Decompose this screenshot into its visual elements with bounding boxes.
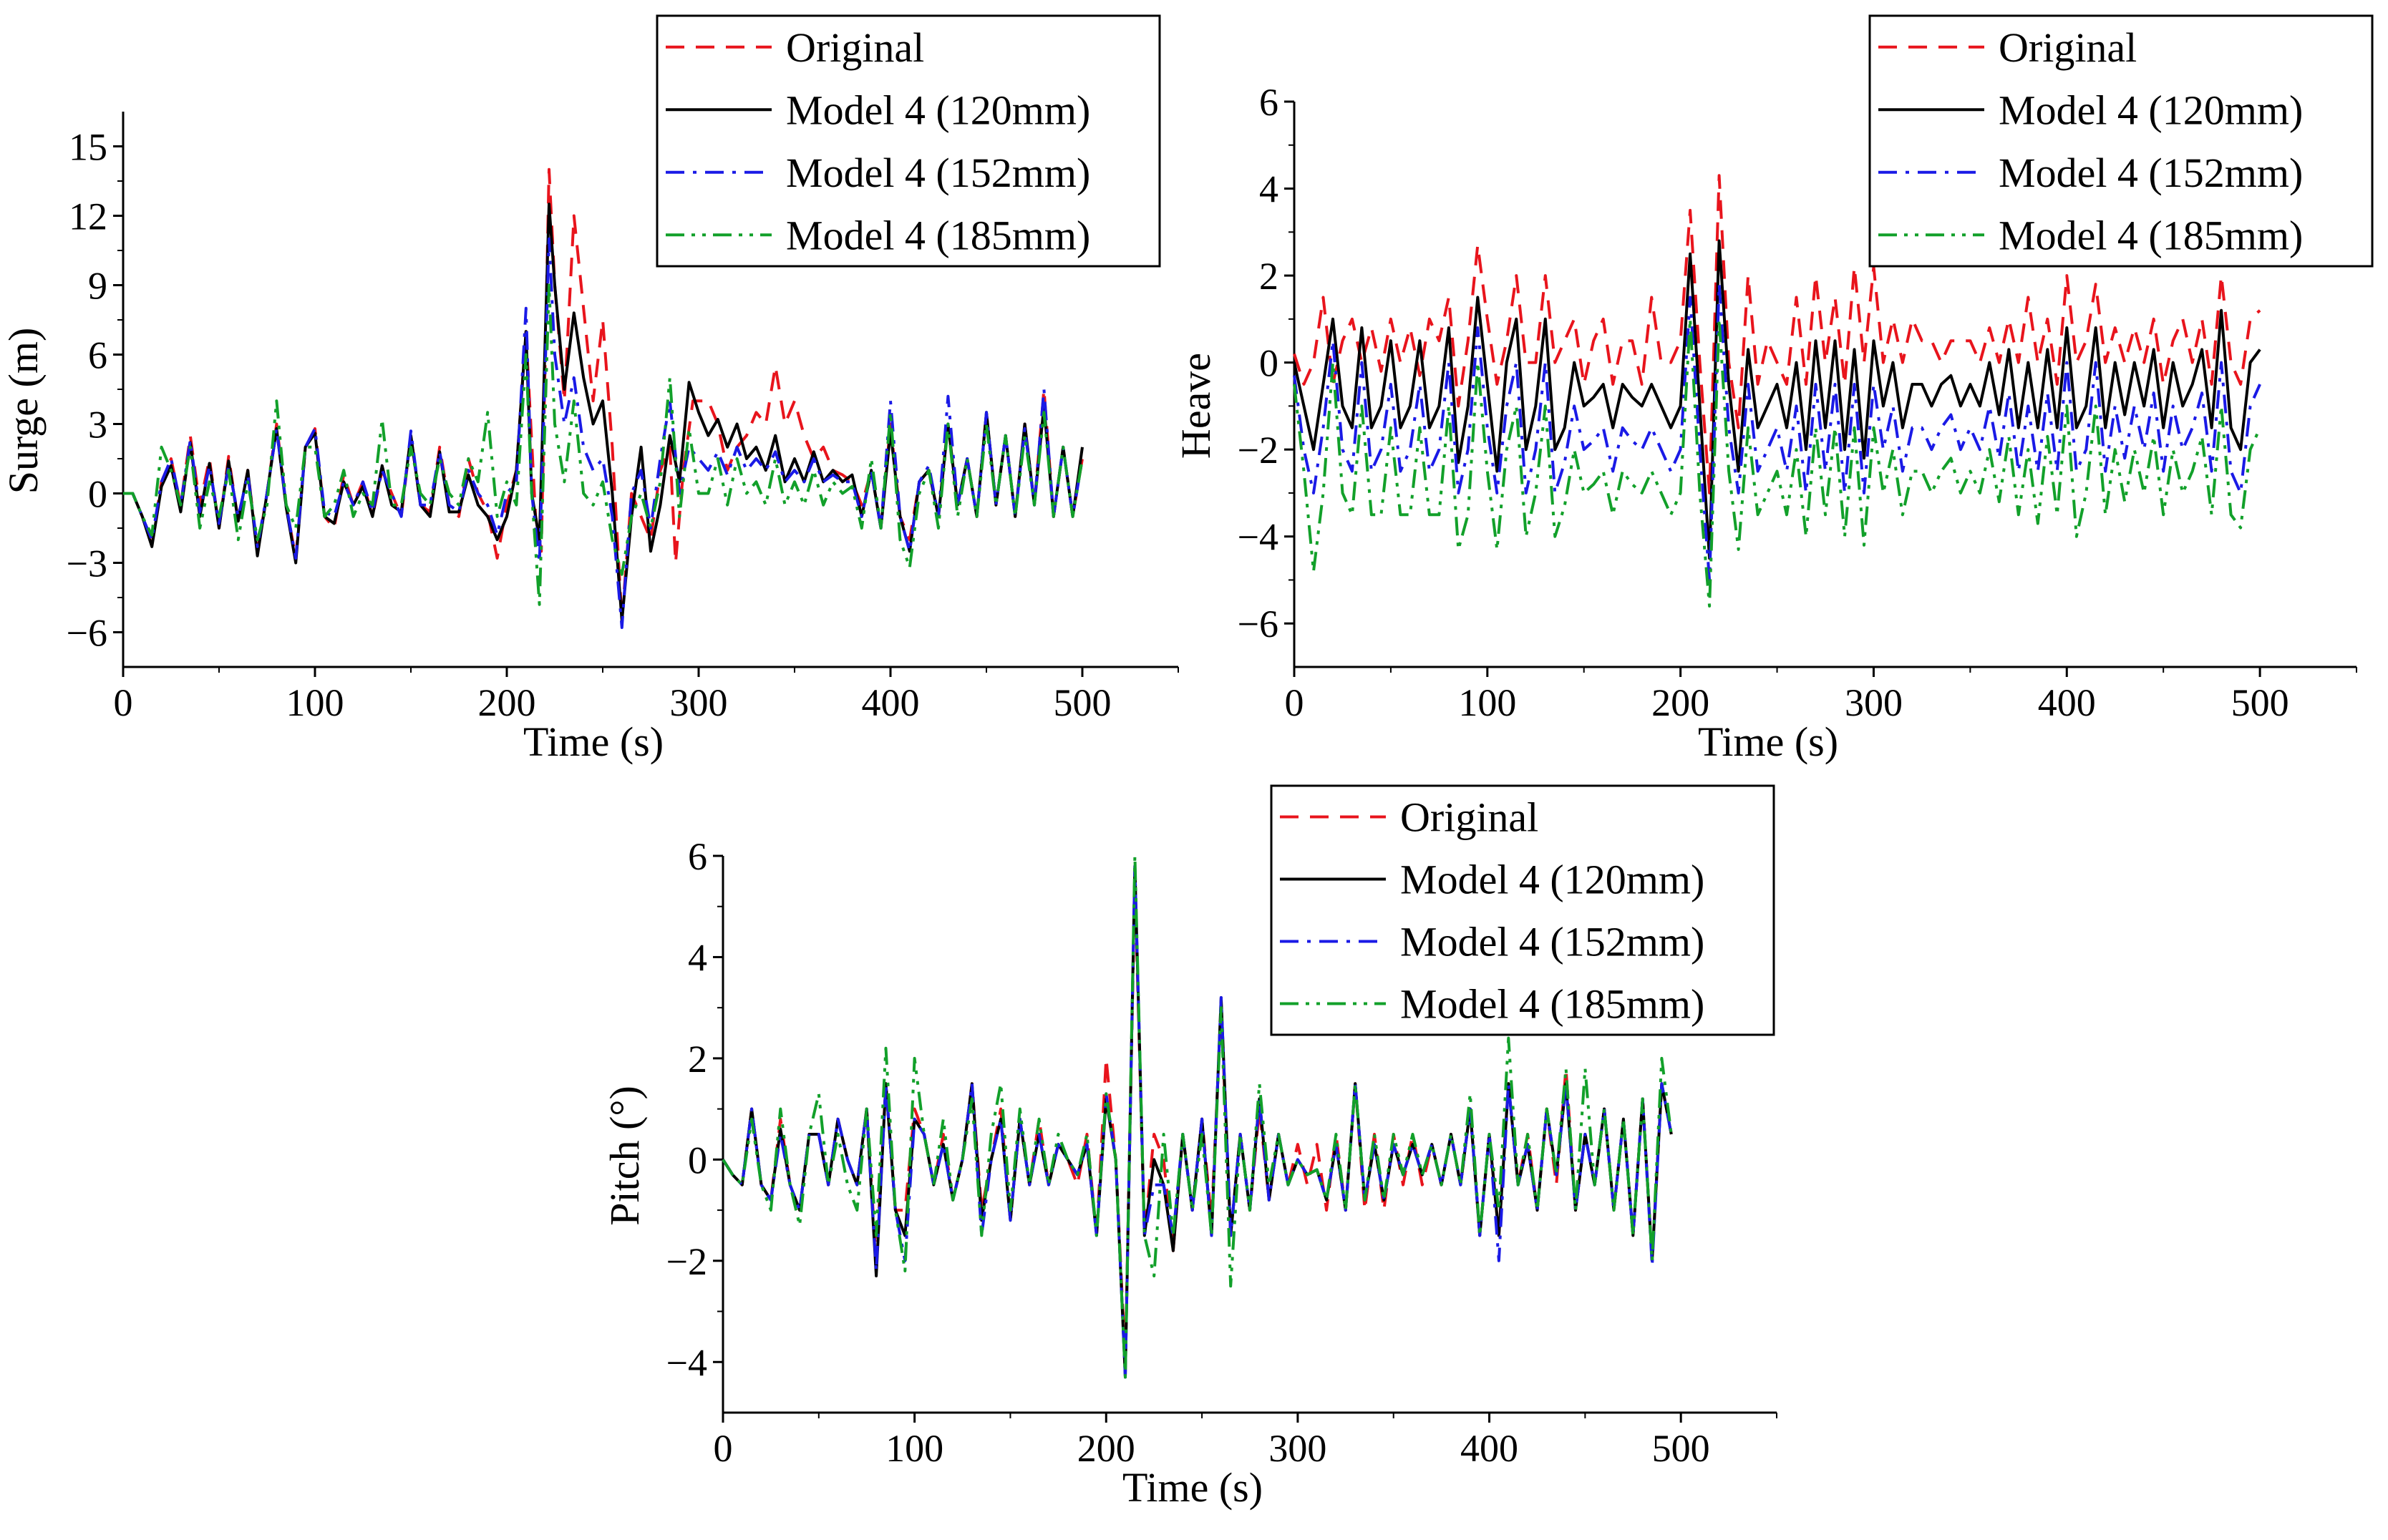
- legend-label-model-4-185mm: Model 4 (185mm): [1999, 212, 2303, 258]
- x-tick-label: 400: [862, 681, 920, 724]
- y-tick-label: 6: [688, 835, 707, 878]
- x-tick-label: 100: [885, 1427, 943, 1470]
- legend-label-model-4-152mm: Model 4 (152mm): [1999, 150, 2303, 196]
- legend-box: [656, 14, 1161, 268]
- legend-label-model-4-152mm: Model 4 (152mm): [1400, 919, 1704, 965]
- x-tick-label: 200: [478, 681, 536, 724]
- y-tick-label: 15: [69, 126, 107, 169]
- x-tick-label: 400: [1460, 1427, 1518, 1470]
- legend-box: [1270, 784, 1775, 1036]
- y-tick-label: −2: [1238, 429, 1278, 472]
- x-axis-label: Time (s): [1122, 1464, 1263, 1511]
- y-tick-label: −4: [1238, 516, 1278, 559]
- y-tick-label: 0: [1259, 342, 1278, 385]
- legend-label-original: Original: [1999, 24, 2137, 71]
- x-tick-label: 500: [1652, 1427, 1710, 1470]
- series-line-model-4-152mm: [1293, 283, 2261, 582]
- x-axis-label: Time (s): [1698, 718, 1838, 765]
- legend-label-original: Original: [786, 24, 924, 71]
- y-tick-label: −3: [67, 542, 107, 585]
- x-tick-label: 100: [1458, 681, 1516, 724]
- y-tick-label: 2: [1259, 255, 1278, 298]
- series-line-model-4-185mm: [722, 854, 1673, 1379]
- y-tick-label: 2: [688, 1038, 707, 1081]
- x-axis-label: Time (s): [523, 718, 664, 765]
- legend-label-model-4-185mm: Model 4 (185mm): [1400, 981, 1704, 1028]
- x-tick-label: 500: [1054, 681, 1112, 724]
- legend-label-model-4-120mm: Model 4 (120mm): [786, 87, 1090, 133]
- y-tick-label: −6: [1238, 603, 1278, 645]
- y-tick-label: −4: [666, 1341, 707, 1384]
- series-line-model-4-185mm: [1293, 317, 2261, 608]
- y-tick-label: −6: [67, 612, 107, 655]
- x-tick-label: 0: [714, 1427, 733, 1470]
- surge-chart: 0 100 200 300 400 500 −6 −3 0 3 6 9 12 15 Time (s) Surg…: [0, 14, 1179, 765]
- heave-chart: 0 100 200 300 400 500 −6 −4 −2 0 2 4 6 Time (s) Heave O…: [1173, 14, 2374, 765]
- series-line-model-4-152mm: [722, 864, 1673, 1379]
- y-tick-label: 6: [88, 334, 107, 377]
- y-axis-label: Pitch (°): [601, 1086, 648, 1226]
- y-tick-label: 4: [1259, 168, 1278, 211]
- pitch-chart: 0 100 200 300 400 500 −4 −2 0 2 4 6 Time (s) Pitch (°…: [601, 784, 1777, 1511]
- x-tick-label: 100: [286, 681, 344, 724]
- legend-label-model-4-185mm: Model 4 (185mm): [786, 212, 1090, 258]
- y-tick-label: 9: [88, 265, 107, 308]
- y-tick-label: 12: [69, 195, 107, 238]
- legend-label-original: Original: [1400, 794, 1538, 841]
- y-tick-label: 3: [88, 404, 107, 447]
- legend-label-model-4-120mm: Model 4 (120mm): [1999, 87, 2303, 133]
- y-tick-label: 0: [688, 1139, 707, 1181]
- x-tick-label: 300: [1268, 1427, 1326, 1470]
- y-axis-label: Heave: [1173, 353, 1219, 459]
- y-tick-label: −2: [666, 1240, 707, 1283]
- series-line-model-4-185mm: [123, 283, 1084, 606]
- y-axis-label: Surge (m): [0, 328, 47, 494]
- x-tick-label: 300: [670, 681, 728, 724]
- series-line-model-4-152mm: [123, 237, 1084, 629]
- legend-box: [1868, 14, 2374, 268]
- series-line-original: [1293, 174, 2261, 494]
- legend-label-model-4-152mm: Model 4 (152mm): [786, 150, 1090, 196]
- y-tick-label: 6: [1259, 81, 1278, 124]
- x-tick-label: 400: [2038, 681, 2096, 724]
- x-tick-label: 200: [1651, 681, 1709, 724]
- x-tick-label: 200: [1077, 1427, 1135, 1470]
- y-tick-label: 0: [88, 473, 107, 516]
- x-tick-label: 0: [114, 681, 133, 724]
- x-tick-label: 300: [1845, 681, 1903, 724]
- legend-label-model-4-120mm: Model 4 (120mm): [1400, 857, 1704, 903]
- x-tick-label: 500: [2231, 681, 2289, 724]
- y-tick-label: 4: [688, 936, 707, 979]
- x-tick-label: 0: [1285, 681, 1304, 724]
- series-line-model-4-120mm: [1293, 239, 2261, 560]
